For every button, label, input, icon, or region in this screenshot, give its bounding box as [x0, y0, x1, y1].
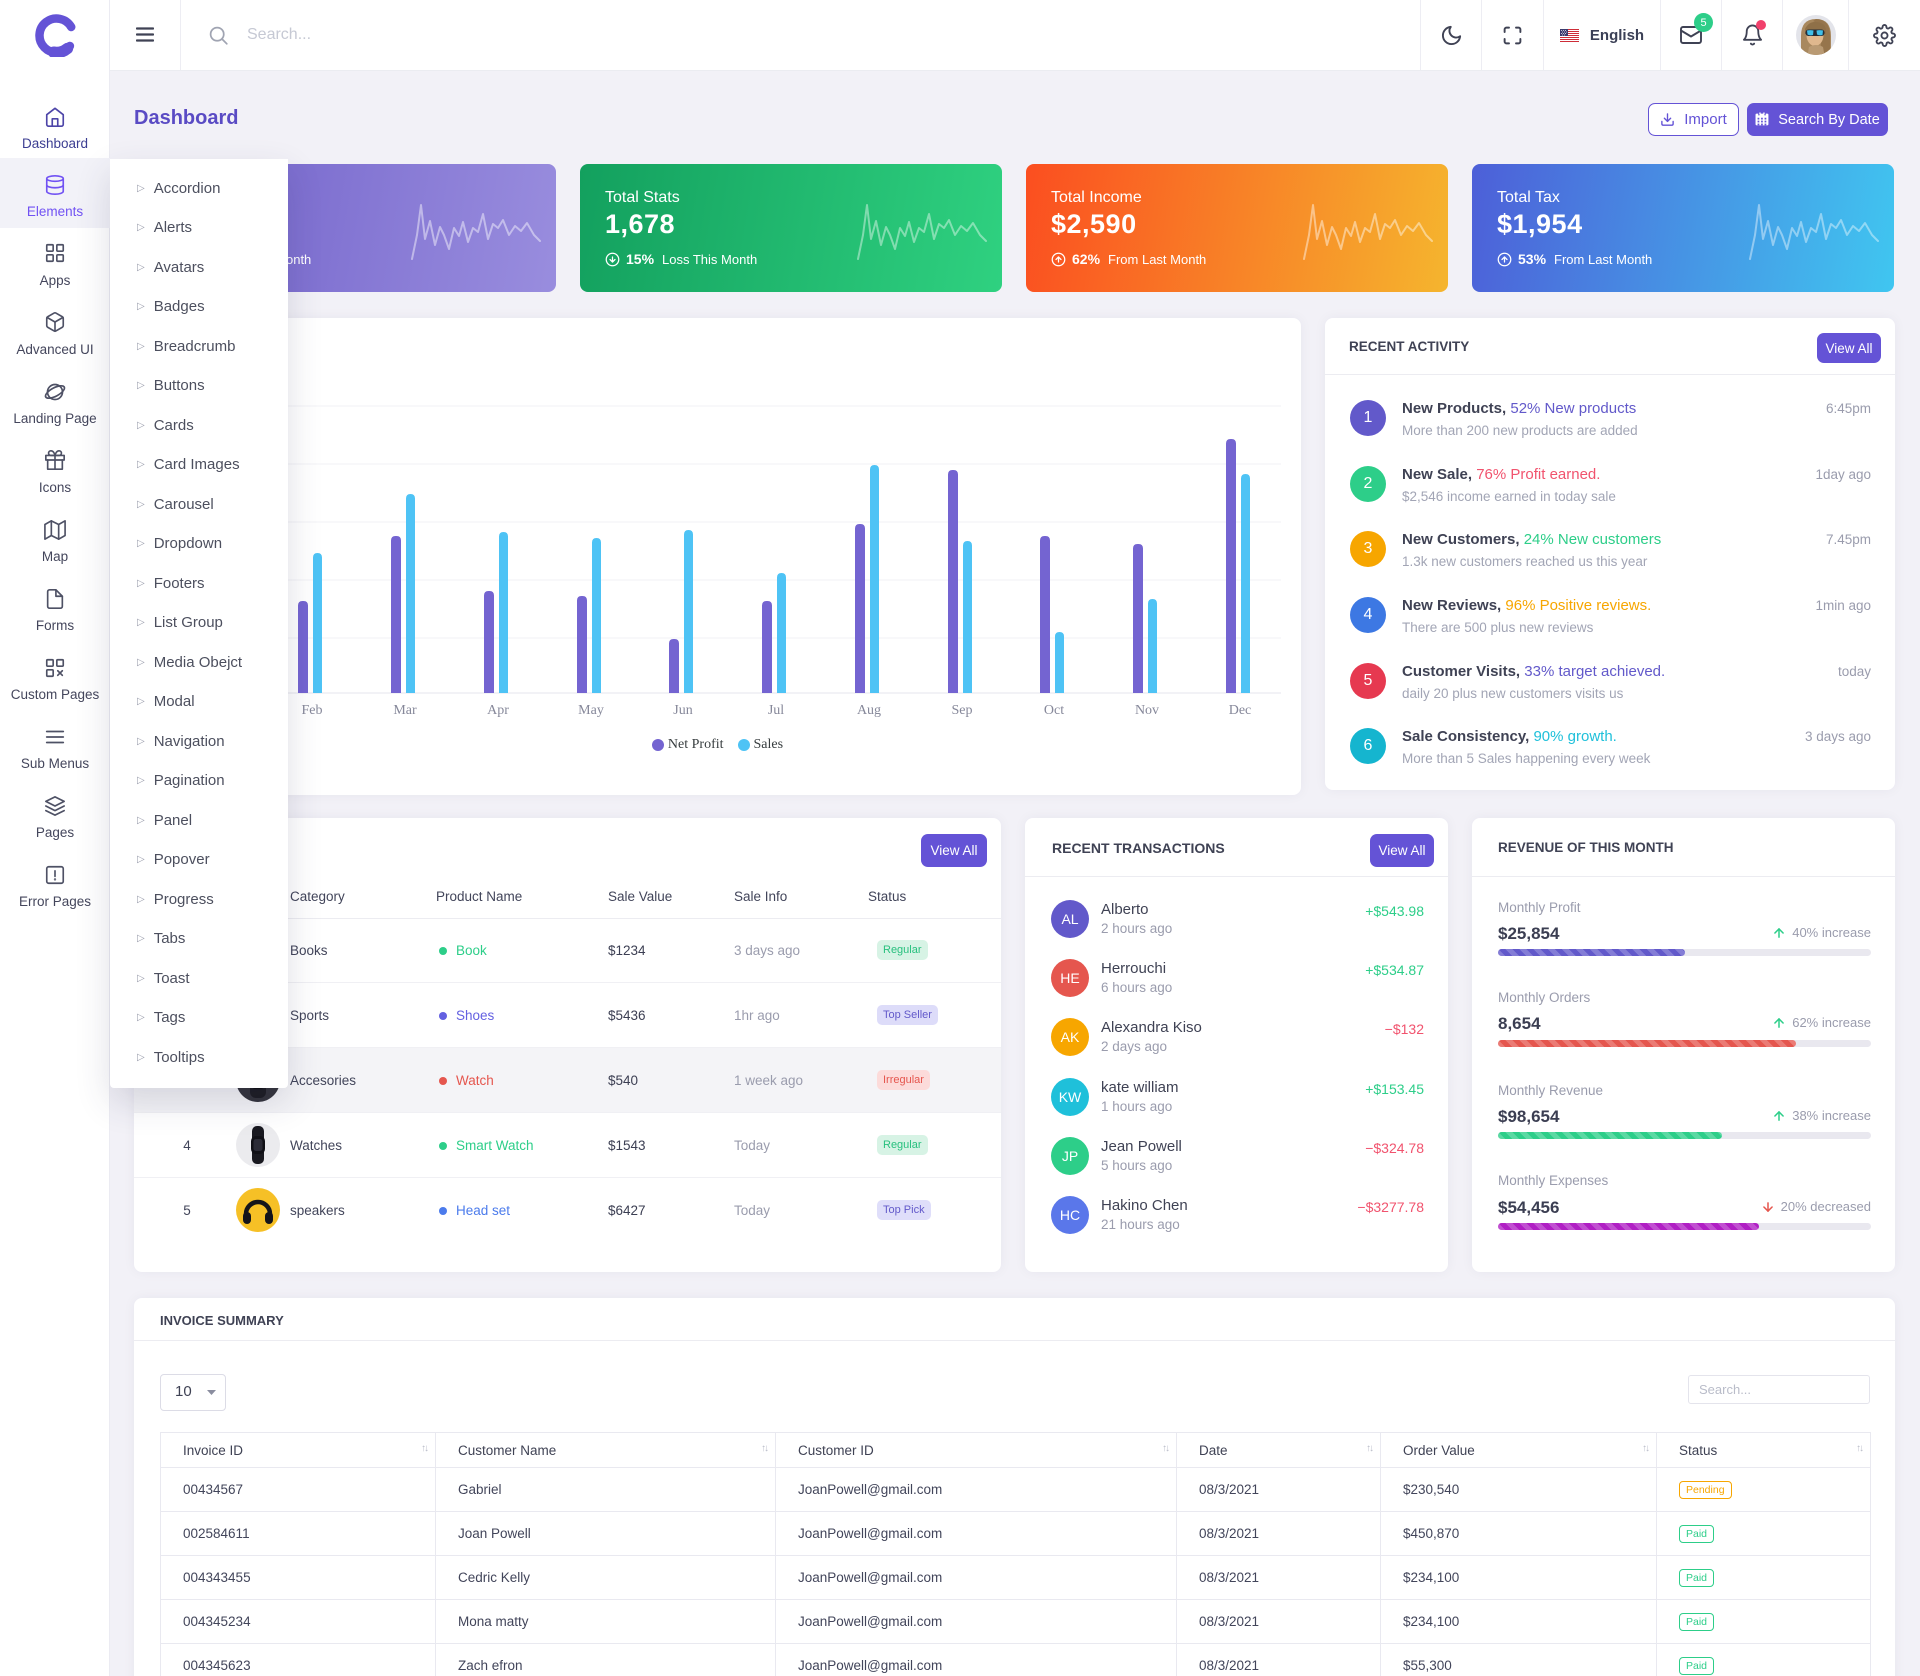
svg-text:Dec: Dec	[1229, 703, 1252, 718]
svg-text:Oct: Oct	[1044, 703, 1064, 718]
svg-text:Jun: Jun	[673, 703, 692, 718]
svg-text:Apr: Apr	[487, 703, 509, 718]
svg-text:Nov: Nov	[1135, 703, 1159, 718]
svg-text:Aug: Aug	[857, 703, 881, 718]
svg-text:May: May	[578, 703, 604, 718]
svg-text:Mar: Mar	[393, 703, 417, 718]
svg-text:Jul: Jul	[768, 703, 784, 718]
svg-text:Feb: Feb	[302, 703, 323, 718]
svg-text:Sep: Sep	[952, 703, 973, 718]
